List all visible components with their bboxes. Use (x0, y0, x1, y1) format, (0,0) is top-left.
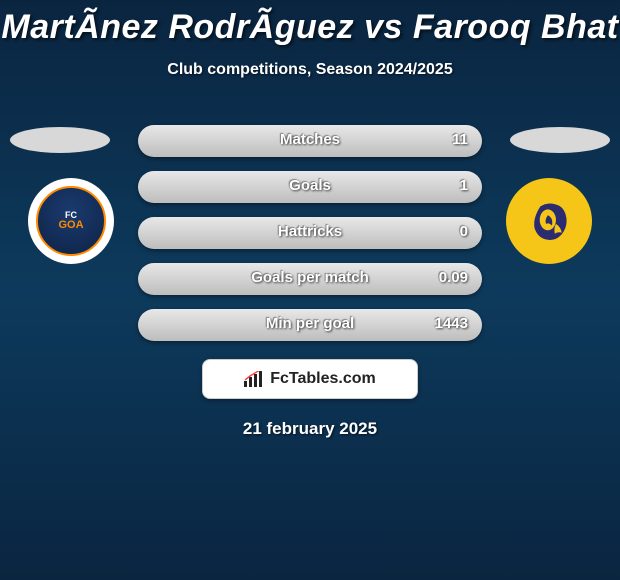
stats-container: Matches 11 Goals 1 Hattricks 0 Goals per… (138, 125, 482, 341)
chart-icon (244, 371, 264, 387)
brand-badge: FcTables.com (202, 359, 418, 399)
stat-label: Hattricks (278, 223, 342, 240)
stat-value: 0 (460, 223, 468, 240)
brand-text: FcTables.com (270, 370, 376, 388)
fc-goa-logo: FC GOA (36, 186, 106, 256)
player-right-shadow (510, 127, 610, 153)
stat-row-matches: Matches 11 (138, 125, 482, 157)
kerala-blasters-logo (520, 192, 578, 250)
club-badge-left: FC GOA (28, 178, 114, 264)
date-text: 21 february 2025 (0, 419, 620, 439)
stat-label: Goals (289, 177, 331, 194)
stat-row-hattricks: Hattricks 0 (138, 217, 482, 249)
stat-row-min-per-goal: Min per goal 1443 (138, 309, 482, 341)
fc-goa-goa-text: GOA (58, 220, 83, 231)
stat-value: 1443 (435, 315, 468, 332)
stat-row-goals-per-match: Goals per match 0.09 (138, 263, 482, 295)
stat-value: 1 (460, 177, 468, 194)
page-title: MartÃ­nez RodrÃ­guez vs Farooq Bhat (0, 0, 620, 47)
stat-value: 0.09 (439, 269, 468, 286)
stat-label: Goals per match (251, 269, 369, 286)
stat-label: Min per goal (266, 315, 354, 332)
page-subtitle: Club competitions, Season 2024/2025 (0, 61, 620, 79)
player-left-shadow (10, 127, 110, 153)
stat-label: Matches (280, 131, 340, 148)
stat-value: 11 (452, 131, 468, 148)
stat-row-goals: Goals 1 (138, 171, 482, 203)
club-badge-right (506, 178, 592, 264)
